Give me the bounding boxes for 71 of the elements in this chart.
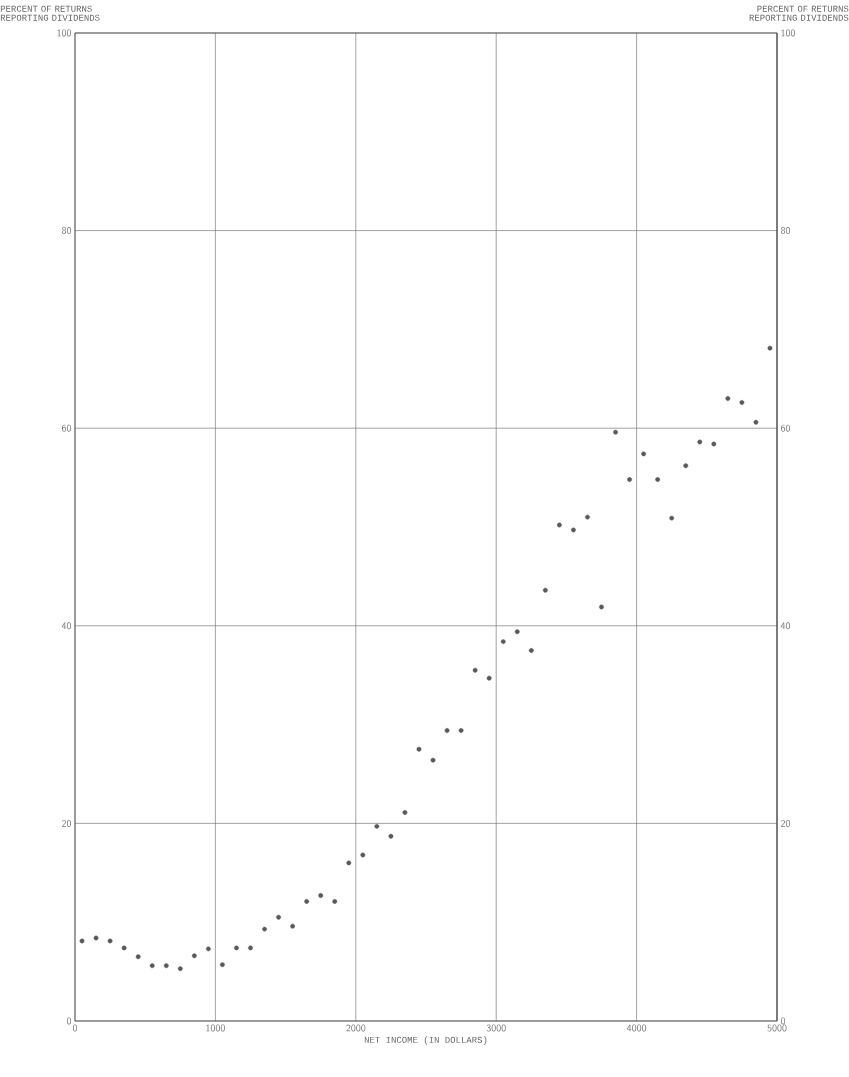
point [486,675,492,681]
point [262,926,267,932]
point [430,757,436,763]
y-tick-label: 80 [61,227,72,235]
point [627,477,632,482]
point [571,527,576,533]
x-tick-label: 5000 [767,1024,787,1032]
point [542,587,548,593]
y2-tick-label: 60 [780,424,791,432]
point [613,429,618,435]
point [318,893,324,898]
point [79,938,85,944]
point [599,604,604,610]
x-tick-label: 4000 [626,1024,647,1032]
point [669,515,675,521]
y2-tick-label: 100 [781,29,796,37]
x-tick-label: 0 [72,1024,78,1032]
point [248,945,253,951]
point [458,728,464,733]
point [177,966,183,972]
point [444,728,450,733]
point [725,396,731,401]
point [360,852,366,858]
y-tick-label: 60 [61,424,72,432]
y-tick-label: 0 [66,1017,72,1025]
point [641,451,647,457]
y2-tick-label: 0 [780,1017,786,1025]
point [711,441,717,447]
point [585,514,590,520]
y2-tick-label: 40 [780,622,791,630]
point [739,400,745,405]
point [697,439,703,445]
point [500,639,506,644]
y2-tick-label: 80 [780,227,791,235]
y2-axis-title: PERCENT OF RETURNS REPORTING DIVIDENDS [749,5,849,21]
point [402,810,408,815]
point [220,962,225,968]
point [290,923,296,929]
y-tick-label: 20 [61,819,72,827]
point [135,954,141,960]
point [93,935,99,941]
point [374,823,380,829]
point [205,946,211,952]
point [472,667,478,673]
point [683,463,689,469]
point [655,477,661,482]
point [528,648,534,653]
point [163,963,169,969]
point [121,945,127,951]
x-tick-label: 3000 [486,1024,506,1032]
point [107,938,113,944]
y-tick-label: 100 [57,29,72,37]
point [767,345,773,351]
y-tick-label: 40 [61,622,72,630]
point [149,963,155,969]
point [346,860,352,866]
point [753,419,759,425]
point [388,833,394,839]
point [332,899,338,904]
y2-tick-label: 20 [780,819,791,827]
x-tick-label: 2000 [346,1024,366,1032]
point [556,522,562,528]
point [514,629,520,635]
point [276,914,281,920]
point [234,945,239,951]
x-tick-label: 1000 [206,1024,225,1032]
point [191,953,197,959]
point [304,899,310,904]
point [416,746,422,752]
x-axis-title: NET INCOME (IN DOLLARS) [364,1036,487,1045]
y-axis-title: PERCENT OF RETURNS REPORTING DIVIDENDS [0,5,100,21]
